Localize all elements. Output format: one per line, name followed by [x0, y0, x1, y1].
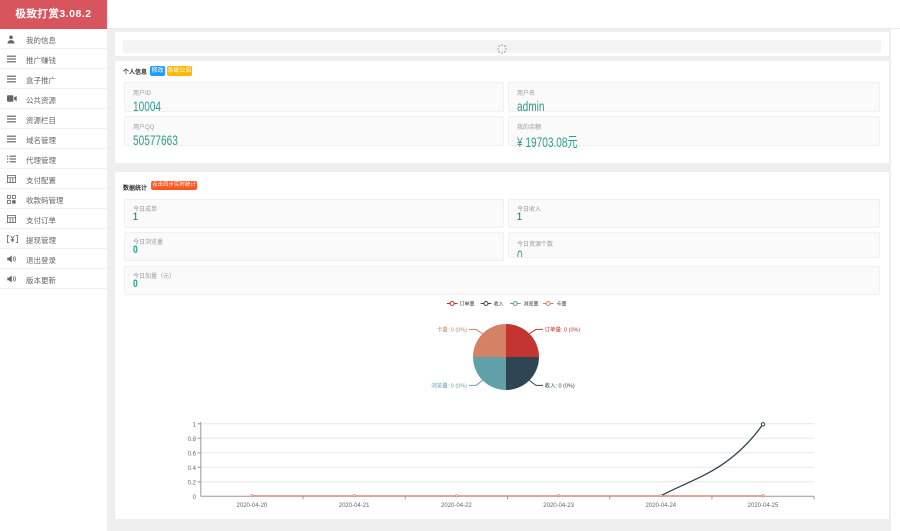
- svg-text:0.2: 0.2: [188, 480, 197, 486]
- svg-text:浏览量: 0 (0%): 浏览量: 0 (0%): [431, 382, 467, 390]
- svg-text:2020-04-20: 2020-04-20: [237, 503, 268, 509]
- svg-text:2020-04-24: 2020-04-24: [645, 503, 676, 509]
- svg-text:2020-04-25: 2020-04-25: [748, 503, 779, 509]
- svg-text:0.8: 0.8: [188, 437, 197, 443]
- svg-text:0: 0: [193, 495, 197, 501]
- svg-text:2020-04-22: 2020-04-22: [441, 503, 472, 509]
- svg-text:订单量: 订单量: [460, 301, 475, 308]
- svg-text:卡量: 0 (0%): 卡量: 0 (0%): [437, 326, 467, 334]
- svg-text:收入: 收入: [494, 301, 504, 308]
- svg-text:0.4: 0.4: [188, 466, 197, 472]
- svg-text:订单量: 0 (0%): 订单量: 0 (0%): [545, 326, 581, 334]
- svg-text:2020-04-23: 2020-04-23: [543, 503, 574, 509]
- svg-text:2020-04-21: 2020-04-21: [339, 503, 370, 509]
- svg-text:浏览量: 浏览量: [524, 301, 539, 308]
- svg-text:1: 1: [193, 422, 197, 428]
- svg-text:0.6: 0.6: [188, 451, 197, 457]
- svg-text:收入: 0 (0%): 收入: 0 (0%): [545, 382, 575, 390]
- svg-text:卡量: 卡量: [557, 301, 567, 308]
